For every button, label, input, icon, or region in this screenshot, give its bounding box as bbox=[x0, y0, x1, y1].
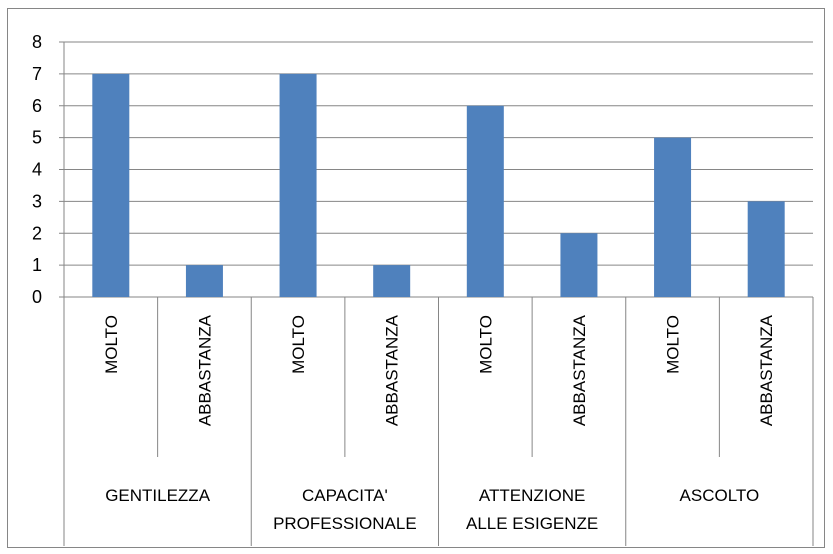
y-tick-label: 1 bbox=[32, 255, 42, 275]
bar-molto bbox=[654, 137, 692, 297]
category-label: ABBASTANZA bbox=[570, 314, 589, 426]
category-label: MOLTO bbox=[102, 315, 121, 374]
bar-abbastanza bbox=[185, 265, 223, 297]
group-label-line: ALLE ESIGENZE bbox=[466, 514, 598, 533]
bar-molto bbox=[92, 73, 130, 297]
y-tick-label: 6 bbox=[32, 96, 42, 116]
group-label-line: ATTENZIONE bbox=[479, 486, 585, 505]
category-label: ABBASTANZA bbox=[195, 314, 214, 426]
y-tick-label: 8 bbox=[32, 32, 42, 52]
y-tick-label: 7 bbox=[32, 64, 42, 84]
y-tick-label: 5 bbox=[32, 128, 42, 148]
group-label: ATTENZIONE ALLE ESIGENZE bbox=[466, 486, 598, 533]
group-label-line: ASCOLTO bbox=[680, 486, 760, 505]
y-tick-label: 3 bbox=[32, 191, 42, 211]
group-label: ASCOLTO bbox=[680, 486, 760, 505]
category-label: ABBASTANZA bbox=[383, 314, 402, 426]
bar-molto bbox=[279, 73, 317, 297]
group-label-line: CAPACITA' bbox=[302, 486, 388, 505]
bar-molto bbox=[466, 105, 504, 297]
bar-abbastanza bbox=[747, 201, 785, 297]
category-label: MOLTO bbox=[476, 315, 495, 374]
bar-abbastanza bbox=[560, 233, 598, 297]
group-label-line: GENTILEZZA bbox=[105, 486, 211, 505]
category-label: MOLTO bbox=[664, 315, 683, 374]
category-label: ABBASTANZA bbox=[757, 314, 776, 426]
y-tick-label: 2 bbox=[32, 223, 42, 243]
group-label: CAPACITA' PROFESSIONALE bbox=[273, 486, 417, 533]
bar-abbastanza bbox=[373, 265, 411, 297]
group-label-line: PROFESSIONALE bbox=[273, 514, 417, 533]
group-label: GENTILEZZA bbox=[105, 486, 211, 505]
category-label: MOLTO bbox=[289, 315, 308, 374]
y-tick-label: 4 bbox=[32, 160, 42, 180]
y-tick-label: 0 bbox=[32, 287, 42, 307]
